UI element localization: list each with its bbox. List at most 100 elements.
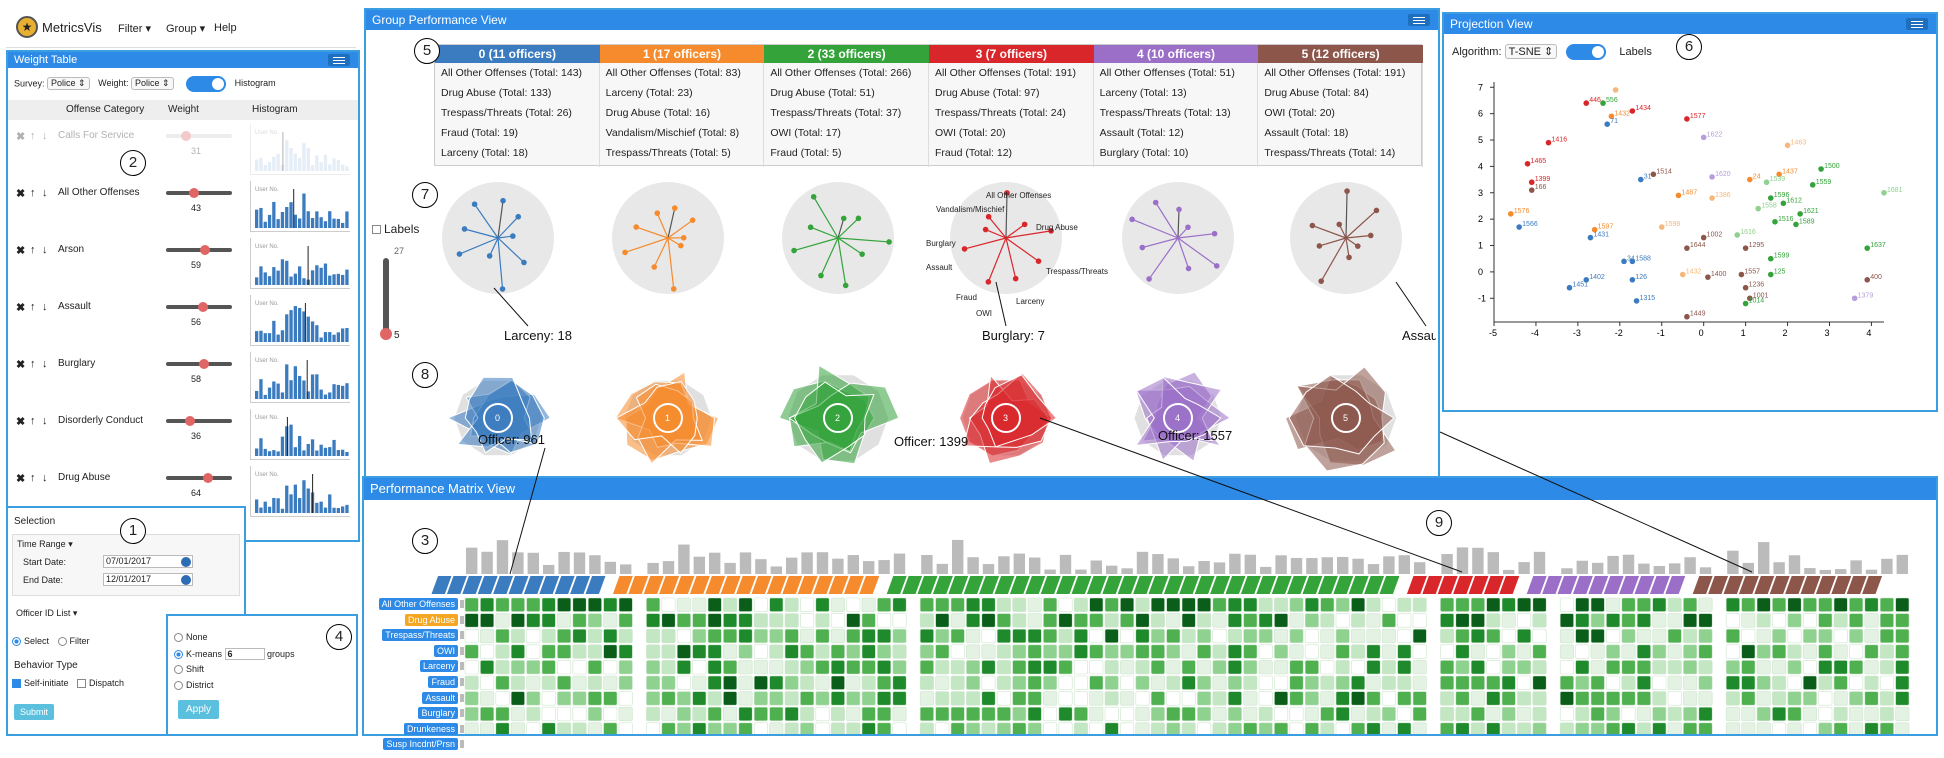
matrix-cell [1668,723,1681,734]
remove-icon[interactable]: ✖ [16,301,25,314]
group-column[interactable]: 2 (33 officers)All Other Offenses (Total… [764,45,929,167]
group-header[interactable]: 0 (11 officers) [435,45,600,63]
algorithm-select[interactable]: T-SNE ⇕ [1505,44,1558,59]
projection-point-label: 1432 [1686,269,1702,276]
move-up-icon[interactable]: ↑ [30,187,36,199]
group-header[interactable]: 1 (17 officers) [600,45,765,63]
matrix-cell [646,645,659,659]
move-down-icon[interactable]: ↓ [42,130,48,142]
submit-button[interactable]: Submit [14,704,54,720]
matrix-row-bar [460,647,464,655]
move-up-icon[interactable]: ↑ [30,358,36,370]
weight-slider-knob[interactable] [181,131,191,141]
remove-icon[interactable]: ✖ [16,130,25,143]
group-header[interactable]: 5 (12 officers) [1258,45,1423,63]
group-column[interactable]: 3 (7 officers)All Other Offenses (Total:… [929,45,1094,167]
scale-bar[interactable] [383,258,389,336]
group-header[interactable]: 2 (33 officers) [764,45,929,63]
histogram-toggle[interactable] [186,76,226,92]
officer-id-list-toggle[interactable]: Officer ID List ▾ [16,608,77,619]
matrix-row-label[interactable]: OWI [434,645,458,657]
weight-table-menu-icon[interactable] [328,54,350,66]
apply-button[interactable]: Apply [178,700,219,719]
matrix-row-label[interactable]: All Other Offenses [379,598,458,610]
matrix-row-label[interactable]: Trespass/Threats [382,629,458,641]
none-radio[interactable] [174,633,183,642]
move-up-icon[interactable]: ↑ [30,244,36,256]
scale-knob[interactable] [380,328,392,340]
weight-slider[interactable] [166,134,232,138]
matrix-cell [1440,660,1453,674]
move-up-icon[interactable]: ↑ [30,301,36,313]
time-range-toggle[interactable]: Time Range ▾ [17,539,73,550]
end-date-clear-icon[interactable] [181,575,191,585]
weight-slider[interactable] [166,419,232,423]
survey-select[interactable]: Police ⇕ [47,77,90,90]
remove-icon[interactable]: ✖ [16,415,25,428]
histogram-bar [328,494,331,513]
kmeans-input[interactable]: 6 [225,648,265,660]
move-up-icon[interactable]: ↑ [30,415,36,427]
radial-point [859,251,865,257]
kmeans-radio[interactable] [174,650,183,659]
matrix-row-label[interactable]: Drug Abuse [405,614,458,626]
weight-slider-knob[interactable] [185,416,195,426]
start-date-input[interactable]: 07/01/2017 [103,555,193,568]
projection-menu-icon[interactable] [1906,18,1928,30]
matrix-row-label[interactable]: Susp Incdnt/Prsn [383,738,458,750]
projection-labels-toggle[interactable] [1566,44,1606,60]
weight-slider-knob[interactable] [200,245,210,255]
histogram-bar [259,158,262,171]
group-column[interactable]: 0 (11 officers)All Other Offenses (Total… [435,45,600,167]
group-header[interactable]: 3 (7 officers) [929,45,1094,63]
weight-select[interactable]: Police ⇕ [131,77,174,90]
remove-icon[interactable]: ✖ [16,187,25,200]
histogram-bar [298,308,301,342]
district-radio[interactable] [174,681,183,690]
end-date-input[interactable]: 12/01/2017 [103,573,193,586]
matrix-row-label[interactable]: Assault [422,692,458,704]
matrix-row-label[interactable]: Burglary [418,707,458,719]
weight-slider-knob[interactable] [189,188,199,198]
start-date-clear-icon[interactable] [181,557,191,567]
remove-icon[interactable]: ✖ [16,244,25,257]
select-radio[interactable] [12,637,21,646]
officer-total-bar [1866,570,1877,574]
weight-slider-knob[interactable] [203,473,213,483]
menu-help[interactable]: Help [214,22,237,34]
menu-filter[interactable]: Filter ▾ [118,22,151,35]
matrix-row-label[interactable]: Drunkeness [404,723,458,735]
dispatch-checkbox[interactable] [77,679,86,688]
group-performance-menu-icon[interactable] [1408,14,1430,26]
matrix-row-label[interactable]: Fraud [428,676,458,688]
weight-slider-knob[interactable] [199,359,209,369]
move-up-icon[interactable]: ↑ [30,472,36,484]
flower-group-label: 3 [1003,413,1008,423]
move-down-icon[interactable]: ↓ [42,415,48,427]
move-down-icon[interactable]: ↓ [42,472,48,484]
self-initiate-checkbox[interactable] [12,679,21,688]
matrix-cell [527,598,540,612]
group-column[interactable]: 1 (17 officers)All Other Offenses (Total… [600,45,765,167]
matrix-row-label[interactable]: Larceny [420,660,458,672]
move-down-icon[interactable]: ↓ [42,244,48,256]
group-header[interactable]: 4 (10 officers) [1094,45,1259,63]
remove-icon[interactable]: ✖ [16,358,25,371]
matrix-cell [1197,723,1210,734]
move-down-icon[interactable]: ↓ [42,301,48,313]
remove-icon[interactable]: ✖ [16,472,25,485]
weight-slider-knob[interactable] [198,302,208,312]
matrix-cell [1367,645,1380,659]
labels-checkbox[interactable] [372,225,381,234]
move-down-icon[interactable]: ↓ [42,358,48,370]
weight-slider[interactable] [166,476,232,480]
group-column[interactable]: 4 (10 officers)All Other Offenses (Total… [1094,45,1259,167]
officer-total-bar [863,561,874,574]
menu-group[interactable]: Group ▾ [166,22,205,35]
officer-total-bar [647,563,658,574]
group-column[interactable]: 5 (12 officers)All Other Offenses (Total… [1258,45,1423,167]
filter-radio[interactable] [58,637,67,646]
move-down-icon[interactable]: ↓ [42,187,48,199]
move-up-icon[interactable]: ↑ [30,130,36,142]
shift-radio[interactable] [174,665,183,674]
